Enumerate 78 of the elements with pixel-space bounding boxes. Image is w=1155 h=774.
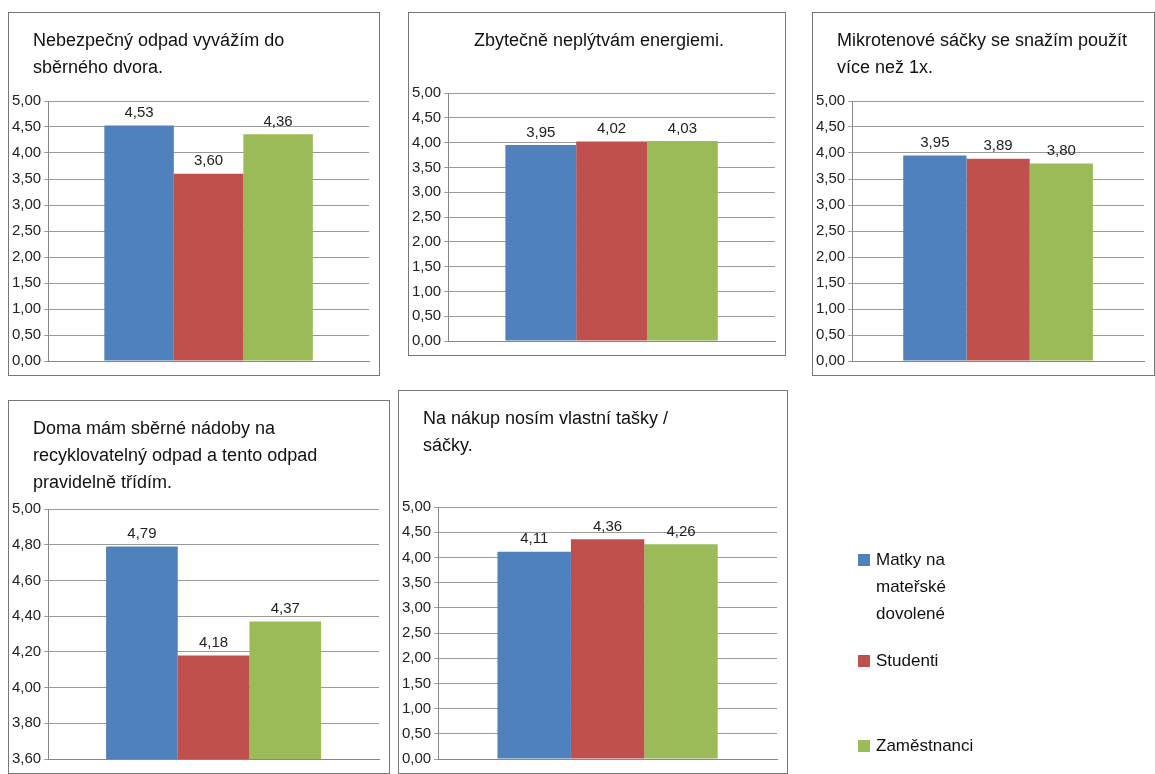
data-label: 4,79 bbox=[127, 524, 157, 542]
y-tick-label: 2,50 bbox=[815, 221, 846, 239]
y-tick-label: 4,00 bbox=[411, 132, 442, 150]
y-tick-label: 0,50 bbox=[11, 325, 42, 343]
y-tick-label: 0,00 bbox=[11, 351, 42, 369]
y-tick-label: 1,00 bbox=[11, 299, 42, 317]
y-tick-label: 3,80 bbox=[11, 713, 42, 731]
data-label: 3,95 bbox=[920, 133, 950, 151]
y-tick-label: 0,50 bbox=[401, 723, 432, 741]
chart-title: Doma mám sběrné nádoby na recyklovatelný odpad a tento odpad pravidelně třídím. bbox=[33, 417, 319, 494]
y-tick-label: 3,50 bbox=[401, 572, 432, 590]
data-label: 3,89 bbox=[983, 136, 1013, 154]
y-tick-label: 2,00 bbox=[11, 247, 42, 265]
y-tick-label: 1,50 bbox=[401, 673, 432, 691]
y-tick-label: 4,00 bbox=[11, 677, 42, 695]
y-tick-label: 4,50 bbox=[411, 107, 442, 125]
y-tick-label: 0,00 bbox=[411, 331, 442, 349]
y-tick-label: 4,50 bbox=[815, 117, 846, 135]
legend-label: Zaměstnanci bbox=[876, 735, 975, 757]
y-tick-label: 3,50 bbox=[411, 157, 442, 175]
y-tick-label: 5,00 bbox=[401, 497, 432, 515]
data-label: 4,36 bbox=[593, 516, 623, 534]
y-tick-label: 2,50 bbox=[401, 623, 432, 641]
data-label: 4,53 bbox=[124, 103, 154, 121]
y-tick-label: 3,00 bbox=[401, 597, 432, 615]
y-tick-label: 4,00 bbox=[11, 143, 42, 161]
y-tick-label: 5,00 bbox=[815, 91, 846, 109]
y-tick-label: 2,00 bbox=[411, 231, 442, 249]
y-tick-label: 1,50 bbox=[815, 273, 846, 291]
data-label: 3,80 bbox=[1046, 141, 1076, 159]
y-tick-label: 3,60 bbox=[11, 749, 42, 767]
y-tick-label: 4,50 bbox=[401, 522, 432, 540]
data-label: 4,03 bbox=[667, 118, 698, 136]
data-label: 4,26 bbox=[666, 521, 696, 539]
data-label: 4,18 bbox=[199, 633, 229, 651]
data-label: 4,11 bbox=[520, 529, 549, 547]
data-label: 4,36 bbox=[263, 111, 293, 129]
y-tick-label: 4,00 bbox=[401, 547, 432, 565]
y-tick-label: 0,00 bbox=[815, 351, 846, 369]
y-tick-label: 1,00 bbox=[401, 698, 432, 716]
y-tick-label: 3,00 bbox=[815, 195, 846, 213]
bar bbox=[173, 173, 244, 361]
y-tick-label: 3,00 bbox=[11, 195, 42, 213]
chart-title: Nebezpečný odpad vyvážím do sběrného dvora. bbox=[33, 29, 286, 79]
bar bbox=[243, 134, 313, 361]
y-tick-label: 4,50 bbox=[11, 117, 42, 135]
y-tick-label: 1,50 bbox=[11, 273, 42, 291]
y-tick-label: 4,00 bbox=[815, 143, 846, 161]
y-tick-label: 3,50 bbox=[815, 169, 846, 187]
y-tick-label: 3,50 bbox=[11, 169, 42, 187]
legend-label: Studenti bbox=[876, 650, 940, 672]
y-tick-label: 4,80 bbox=[11, 534, 42, 552]
bar bbox=[104, 125, 174, 361]
y-tick-label: 1,00 bbox=[815, 299, 846, 317]
y-tick-label: 3,00 bbox=[411, 182, 442, 200]
chart-title: Na nákup nosím vlastní tašky / sáčky. bbox=[423, 407, 670, 457]
y-tick-label: 5,00 bbox=[411, 83, 442, 101]
y-tick-label: 0,50 bbox=[815, 325, 846, 343]
chart-title: Mikrotenové sáčky se snažím použít více než 1x. bbox=[837, 29, 1129, 79]
y-tick-label: 2,50 bbox=[411, 207, 442, 225]
data-label: 4,02 bbox=[597, 119, 627, 137]
y-tick-label: 4,60 bbox=[11, 570, 42, 588]
y-tick-label: 5,00 bbox=[11, 91, 42, 109]
data-label: 3,95 bbox=[526, 122, 556, 140]
y-tick-label: 4,40 bbox=[11, 606, 42, 624]
legend-label: Matky na mateřské dovolené bbox=[876, 549, 947, 625]
y-tick-label: 0,50 bbox=[411, 306, 442, 324]
y-tick-label: 4,20 bbox=[11, 642, 42, 659]
y-tick-label: 2,50 bbox=[11, 221, 42, 239]
data-label: 4,37 bbox=[270, 599, 300, 617]
y-tick-label: 1,00 bbox=[411, 281, 442, 299]
y-tick-label: 0,00 bbox=[401, 749, 432, 767]
y-tick-label: 1,50 bbox=[411, 256, 442, 274]
chart-title: Zbytečně neplýtvám energiemi. bbox=[472, 29, 726, 52]
y-tick-label: 2,00 bbox=[815, 247, 846, 265]
data-label: 3,60 bbox=[194, 151, 224, 169]
y-tick-label: 5,00 bbox=[11, 499, 42, 517]
y-tick-label: 2,00 bbox=[401, 648, 432, 666]
